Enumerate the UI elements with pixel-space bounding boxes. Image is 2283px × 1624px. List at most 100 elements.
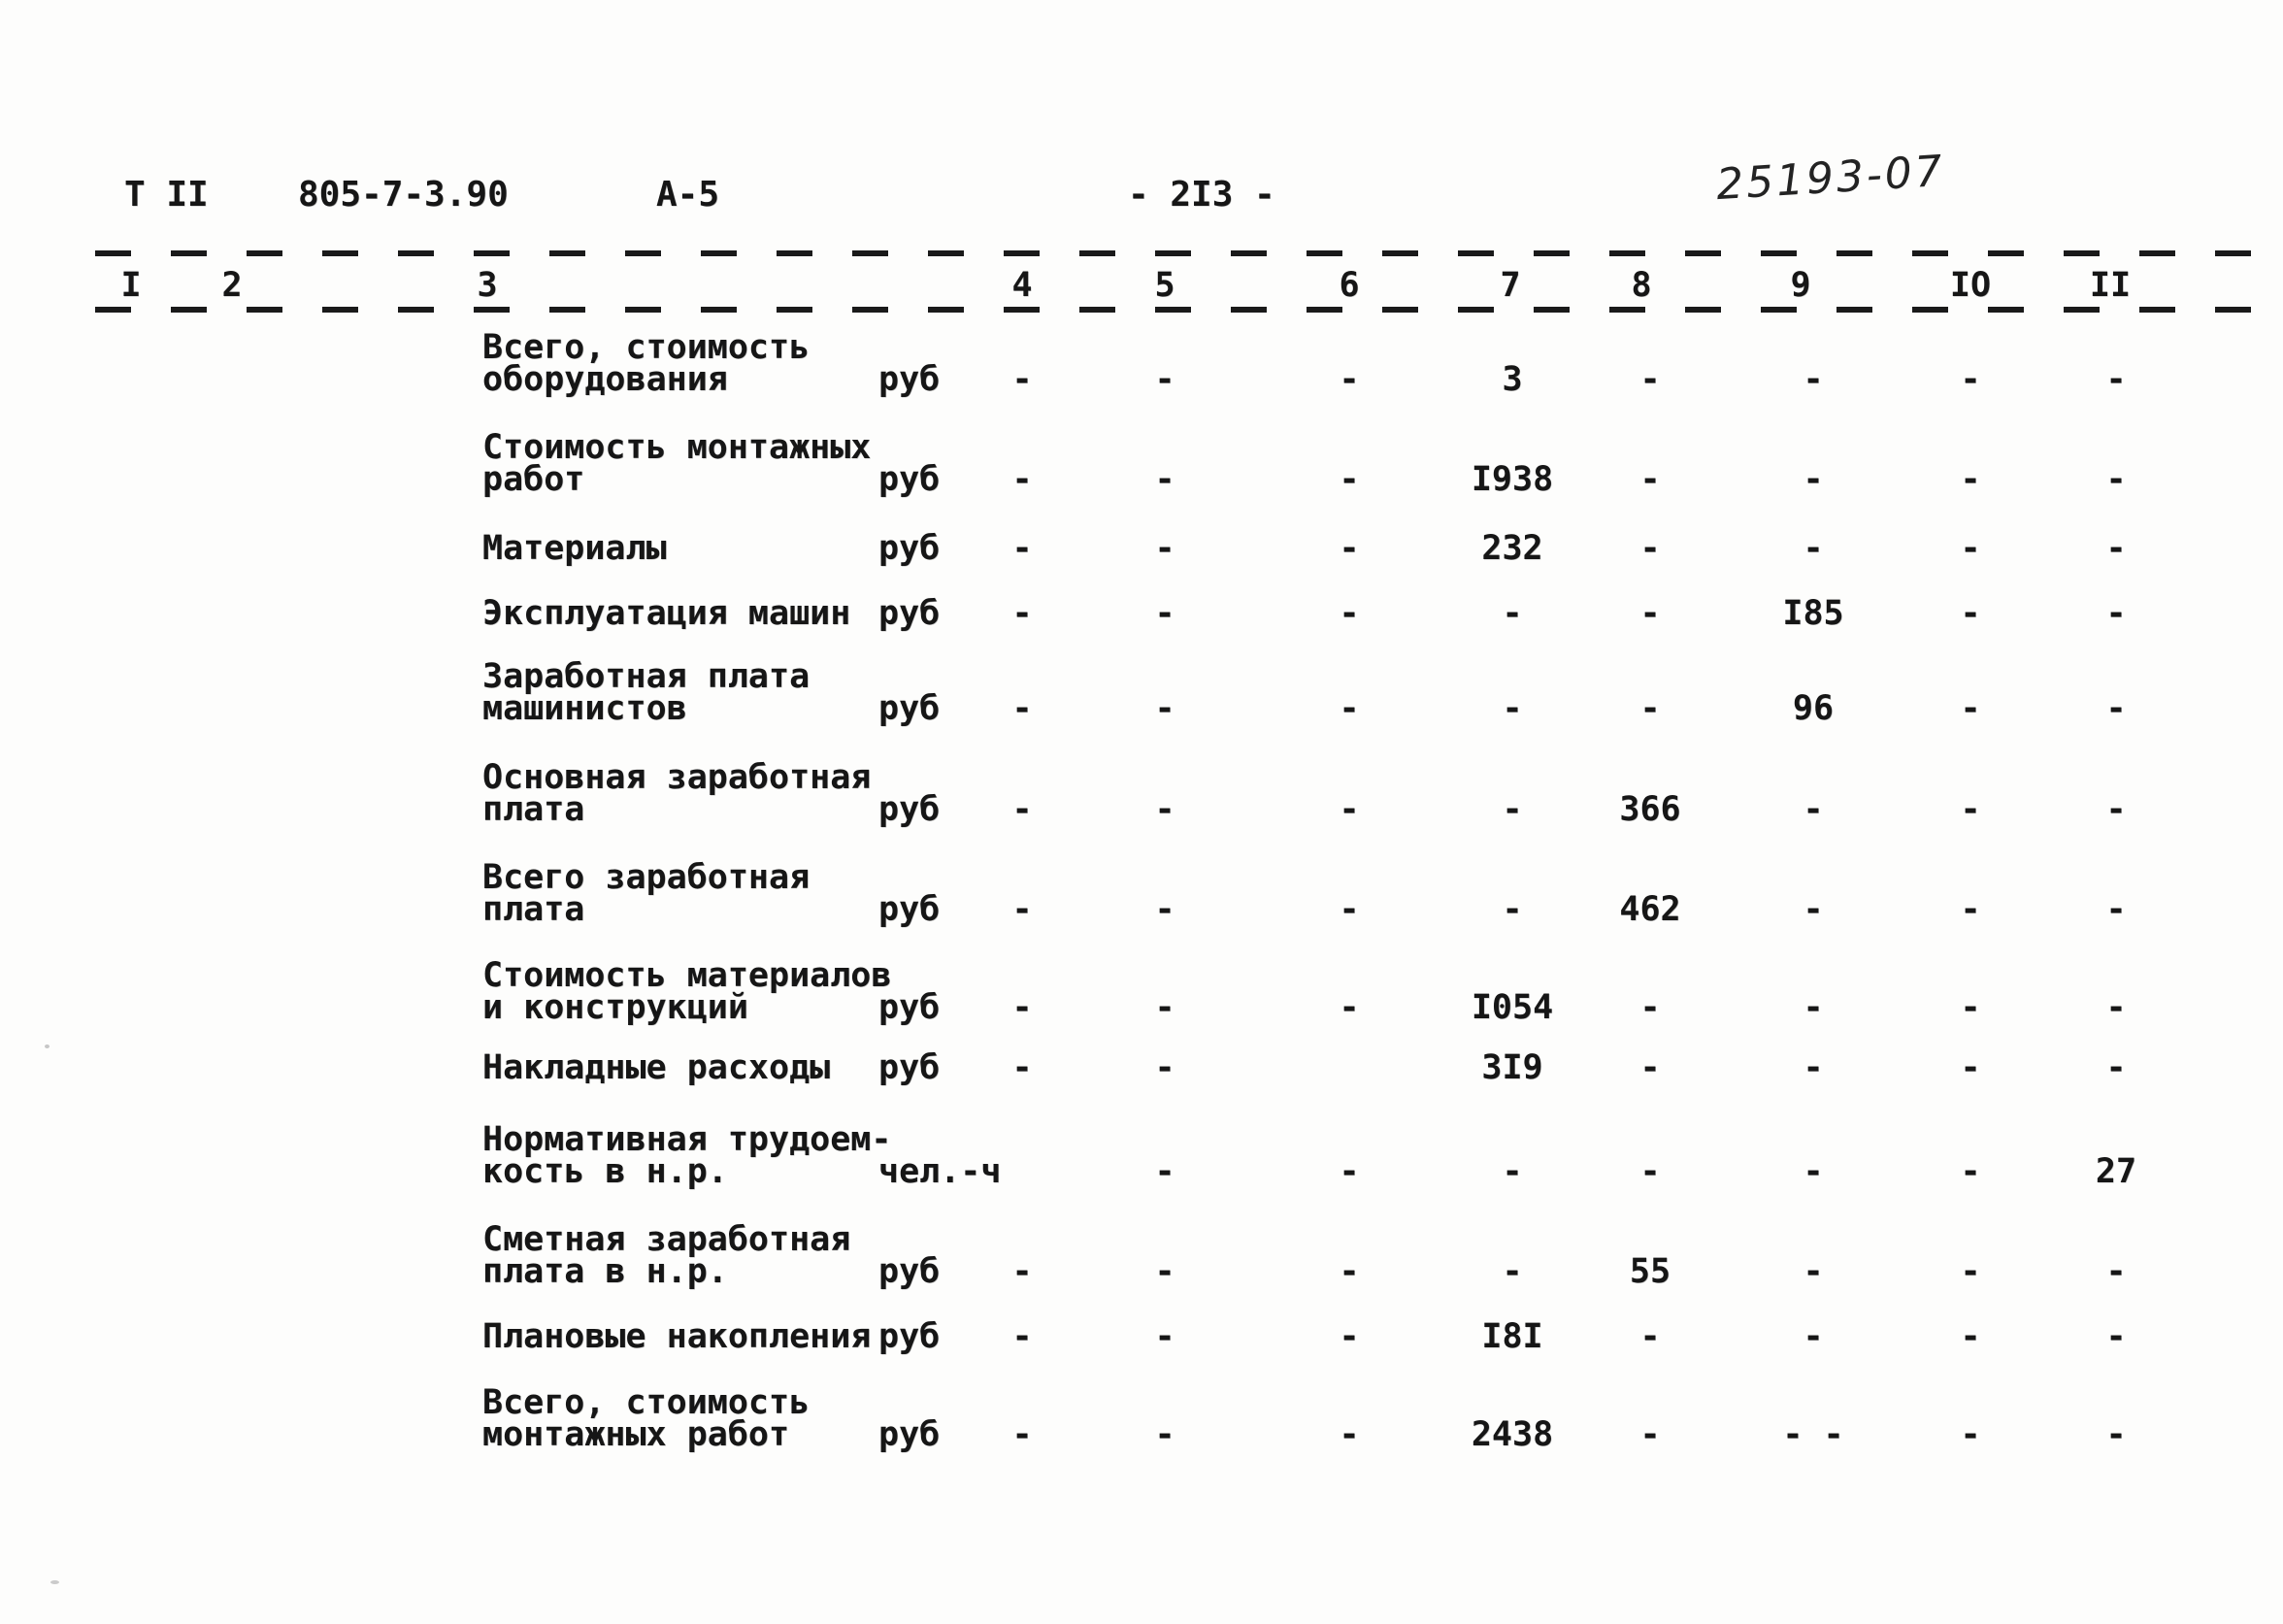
row-unit: руб [878, 1415, 941, 1454]
sheet-code: А-5 [656, 175, 720, 215]
row-unit: руб [878, 1317, 941, 1356]
row-unit: руб [878, 790, 941, 829]
column-number-1: I [120, 266, 142, 305]
row-label-line2: Плановые накопления [482, 1317, 872, 1356]
cell-col4: - [1011, 360, 1033, 399]
cell-col7: - [1502, 1252, 1523, 1291]
cell-col9: - [1803, 360, 1824, 399]
cell-col6: - [1339, 1252, 1360, 1291]
row-unit: руб [878, 1252, 941, 1291]
cell-col10: - [1960, 529, 1981, 568]
table-row: Сметная заработная плата в н.р. руб - - … [0, 1223, 2283, 1294]
cell-col9: - [1803, 1252, 1824, 1291]
cell-col4: - [1011, 1317, 1033, 1356]
row-label-line1: Стоимость материалов [482, 956, 892, 995]
row-label-line2: плата [482, 890, 585, 929]
row-label-line1: Сметная заработная [482, 1220, 851, 1259]
cell-col5: - [1154, 594, 1175, 633]
cell-col11: - [2105, 1048, 2127, 1087]
row-label-line1: Всего заработная [482, 858, 811, 897]
row-label-line1: Всего, стоимость [482, 1383, 811, 1422]
cell-col6: - [1339, 1415, 1360, 1454]
cell-col6: - [1339, 360, 1360, 399]
cell-col6: - [1339, 1317, 1360, 1356]
cell-col4: - [1011, 529, 1033, 568]
page-number: - 2I3 - [1128, 175, 1275, 215]
cell-col9: 96 [1792, 689, 1835, 728]
cell-col9: - [1803, 890, 1824, 929]
table-row: Стоимость материалов и конструкций руб -… [0, 959, 2283, 1030]
cell-col8: - [1639, 988, 1661, 1027]
cell-col6: - [1339, 689, 1360, 728]
column-number-5: 5 [1154, 266, 1175, 305]
cell-col10: - [1960, 1415, 1981, 1454]
row-label-line1: Нормативная трудоем- [482, 1120, 892, 1159]
cell-col7: - [1502, 890, 1523, 929]
scan-speck [50, 1580, 59, 1584]
cell-col7: I8I [1481, 1317, 1543, 1356]
cell-col4: - [1011, 594, 1033, 633]
cell-col11: - [2105, 988, 2127, 1027]
table-row: Основная заработная плата руб - - - - 36… [0, 761, 2283, 832]
cell-col5: - [1154, 1152, 1175, 1191]
cell-col4: - [1011, 988, 1033, 1027]
cell-col7: - [1502, 1152, 1523, 1191]
cell-col5: - [1154, 529, 1175, 568]
table-row: Накладные расходы руб - - 3I9 - - - - [0, 1051, 2283, 1090]
cell-col10: - [1960, 988, 1981, 1027]
column-number-9: 9 [1790, 266, 1811, 305]
cell-col8: - [1639, 1317, 1661, 1356]
cell-col8: - [1639, 1415, 1661, 1454]
cell-col8: 462 [1619, 890, 1681, 929]
row-label-line2: работ [482, 460, 585, 499]
cell-col11: - [2105, 890, 2127, 929]
table-header-dashed-rule [95, 307, 2283, 313]
cell-col6: - [1339, 529, 1360, 568]
row-label-line2: и конструкций [482, 988, 748, 1027]
cell-col7: I938 [1471, 460, 1554, 499]
cell-col5: - [1154, 460, 1175, 499]
cell-col10: - [1960, 1317, 1981, 1356]
cell-col8: - [1639, 1048, 1661, 1087]
doc-code: 805-7-3.90 [298, 175, 509, 215]
cell-col11: - [2105, 460, 2127, 499]
cell-col8: - [1639, 689, 1661, 728]
cell-col7: 2438 [1471, 1415, 1554, 1454]
row-unit: руб [878, 1048, 941, 1087]
row-unit: руб [878, 594, 941, 633]
cell-col10: - [1960, 890, 1981, 929]
cell-col10: - [1960, 460, 1981, 499]
cell-col9: - [1803, 790, 1824, 829]
column-number-3: 3 [477, 266, 498, 305]
cell-col8: - [1639, 594, 1661, 633]
row-unit: руб [878, 529, 941, 568]
cell-col4: - [1011, 1415, 1033, 1454]
table-row: Всего, стоимость монтажных работ руб - -… [0, 1386, 2283, 1457]
cell-col6: - [1339, 890, 1360, 929]
row-label-line2: плата [482, 790, 585, 829]
cell-col4: - [1011, 890, 1033, 929]
cell-col9: - [1803, 1048, 1824, 1087]
table-row: Материалы руб - - - 232 - - - - [0, 532, 2283, 571]
cell-col11: - [2105, 594, 2127, 633]
row-label-line2: Эксплуатация машин [482, 594, 851, 633]
column-number-11: II [2089, 266, 2132, 305]
column-number-7: 7 [1500, 266, 1521, 305]
cell-col6: - [1339, 790, 1360, 829]
row-unit: руб [878, 360, 941, 399]
cell-col10: - [1960, 1252, 1981, 1291]
cell-col4: - [1011, 460, 1033, 499]
cell-col5: - [1154, 890, 1175, 929]
cell-col9: - [1803, 1152, 1824, 1191]
table-row: Всего, стоимость оборудования руб - - - … [0, 331, 2283, 402]
table-top-dashed-rule [95, 250, 2283, 256]
row-unit: руб [878, 988, 941, 1027]
column-number-4: 4 [1011, 266, 1033, 305]
cell-col10: - [1960, 1048, 1981, 1087]
cell-col5: - [1154, 790, 1175, 829]
cell-col11: - [2105, 790, 2127, 829]
cell-col8: - [1639, 529, 1661, 568]
cell-col9: I85 [1782, 594, 1844, 633]
cell-col7: I054 [1471, 988, 1554, 1027]
cell-col5: - [1154, 1048, 1175, 1087]
